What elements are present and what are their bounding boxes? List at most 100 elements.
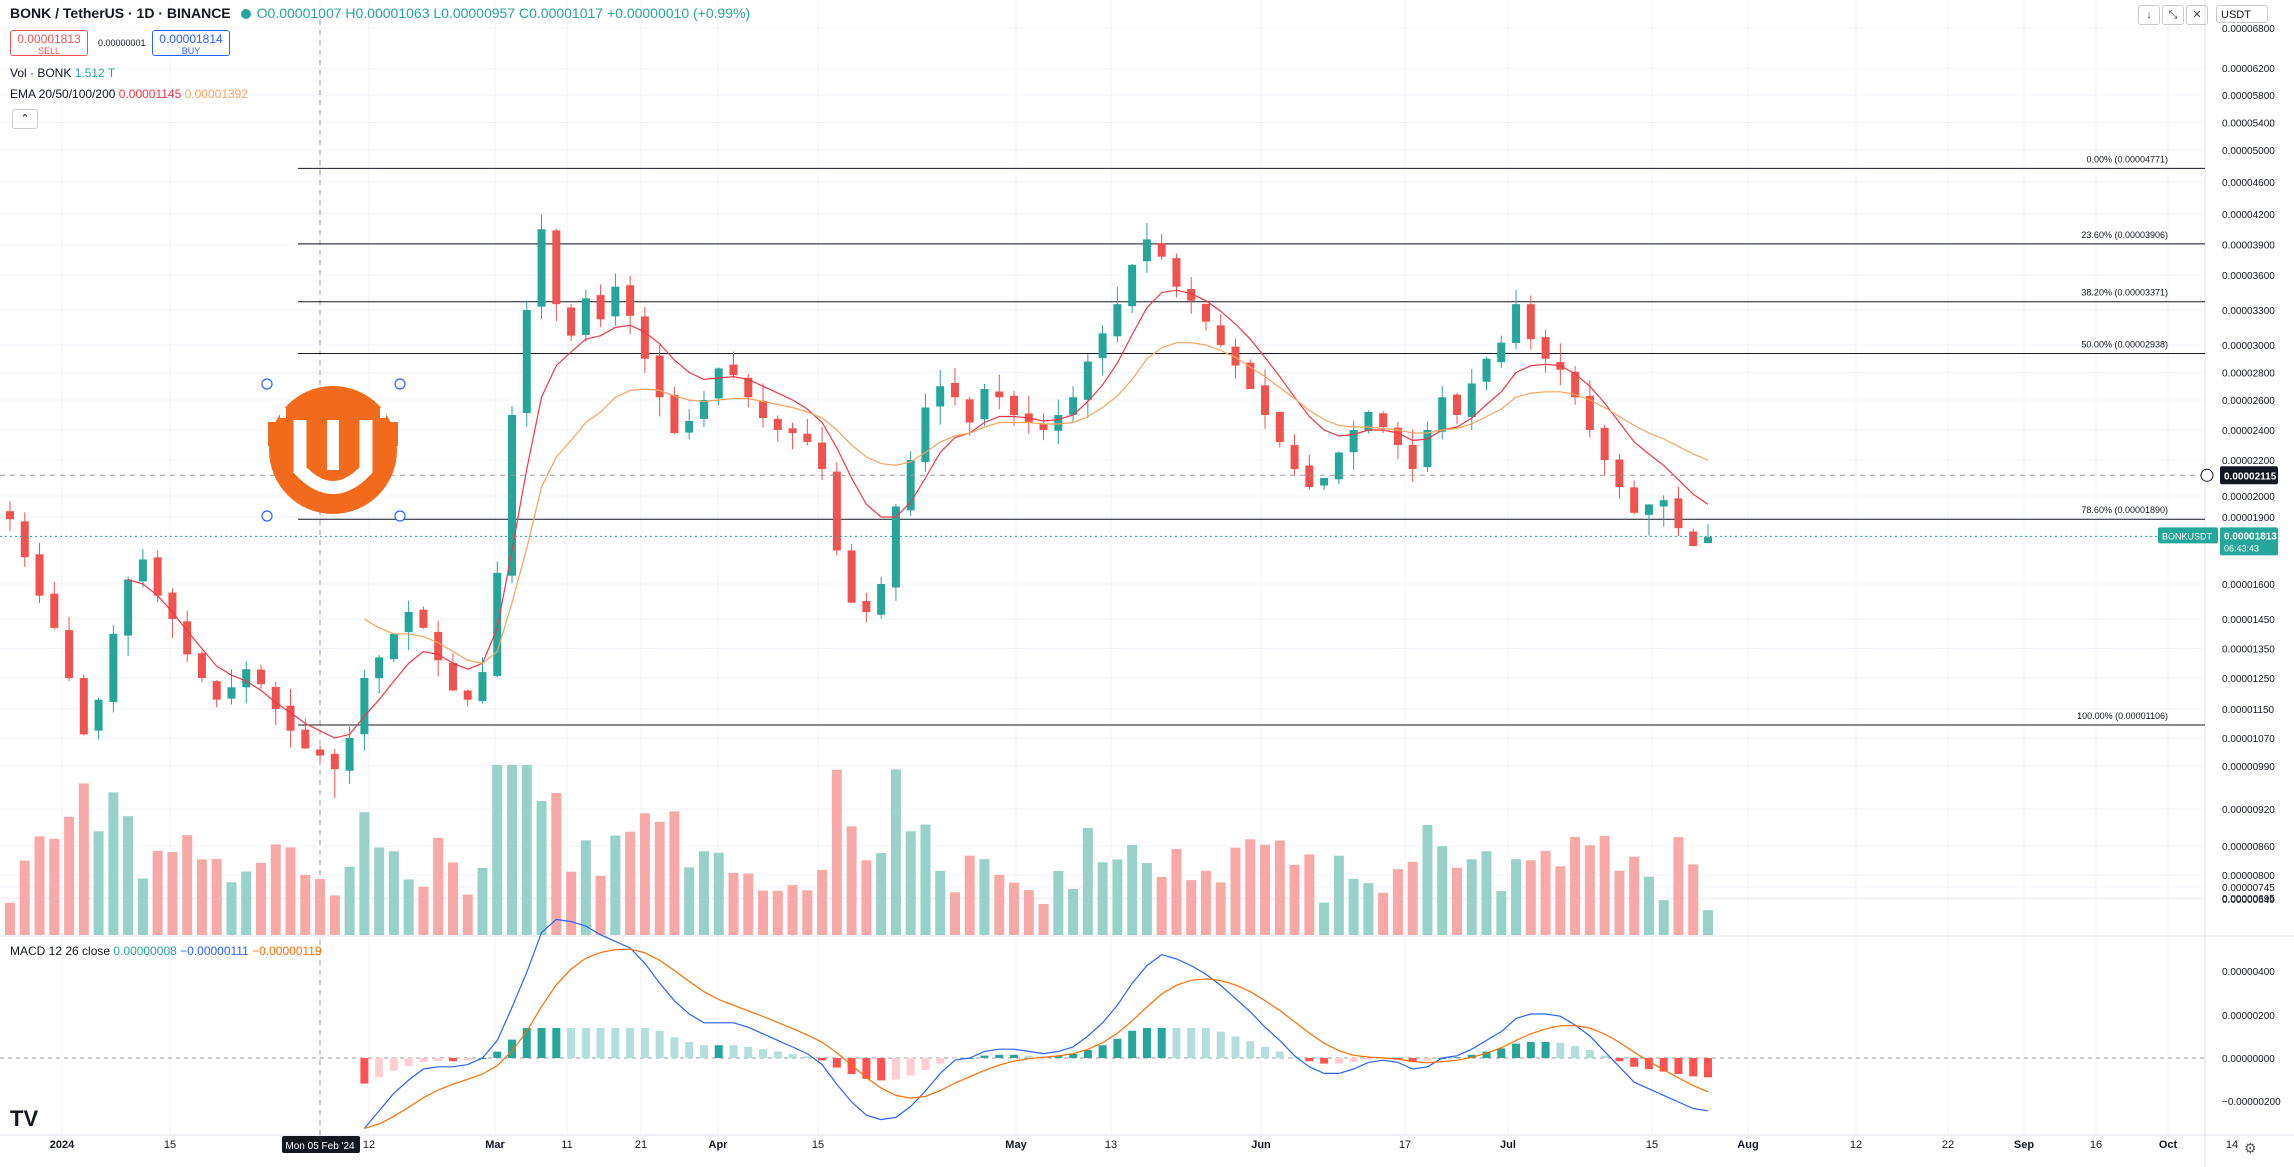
crosshair-price-box	[2220, 466, 2278, 485]
bonk-logo-image	[261, 378, 406, 522]
macd-hist-bar	[1261, 1046, 1270, 1058]
candle-body	[1644, 504, 1653, 515]
candle-body	[1423, 430, 1432, 468]
volume-bar	[1053, 871, 1064, 935]
price-tick-label: 0.00000695	[2222, 894, 2275, 905]
buy-label: BUY	[181, 46, 201, 56]
sell-button[interactable]: 0.00001813 SELL	[10, 30, 88, 56]
candle-body	[847, 550, 856, 603]
crosshair-price-label: 0.00002115	[2224, 471, 2277, 482]
macd-hist-bar	[1452, 1057, 1461, 1058]
time-tick-label: 15	[164, 1139, 176, 1151]
candle-body	[832, 471, 841, 551]
volume-bar	[1141, 863, 1152, 935]
candle-body	[1231, 346, 1240, 366]
time-tick-label: 17	[1399, 1139, 1411, 1151]
volume-bar	[1038, 903, 1049, 935]
ema-value-1: 0.00001145	[118, 87, 182, 101]
volume-bar	[625, 831, 636, 935]
macd-hist-bar	[419, 1058, 428, 1062]
macd-hist-bar	[655, 1030, 664, 1058]
candle-body	[1512, 304, 1521, 344]
ema-legend[interactable]: EMA 20/50/100/200 0.00001145 0.00001392	[10, 87, 248, 101]
close-icon[interactable]: ✕	[2186, 5, 2208, 25]
candle-body	[759, 400, 768, 418]
candle-body	[138, 559, 147, 582]
macd-hist-bar	[1098, 1045, 1107, 1058]
volume-legend[interactable]: Vol · BONK 1.512 T	[10, 66, 115, 80]
macd-hist-bar	[611, 1028, 620, 1058]
selection-handle	[261, 378, 273, 390]
macd-hist-bar	[1201, 1028, 1210, 1058]
download-icon[interactable]: ↓	[2138, 5, 2160, 25]
candle-body	[345, 738, 354, 771]
price-tick-label: 0.00003300	[2222, 306, 2275, 317]
time-tick-label: 12	[1850, 1139, 1862, 1151]
candle-body	[271, 687, 280, 709]
volume-bar	[300, 874, 311, 935]
volume-bar	[713, 852, 724, 935]
selection-handle	[394, 510, 406, 522]
candle-body	[1467, 383, 1476, 418]
time-tick-label: Mar	[485, 1139, 505, 1151]
candle-body	[50, 593, 59, 628]
volume-bar	[211, 858, 222, 935]
macd-hist-bar	[1556, 1042, 1565, 1058]
candle-body	[773, 418, 782, 430]
volume-bar	[846, 826, 857, 935]
candle-body	[1142, 239, 1151, 262]
price-tick-label: 0.00001900	[2222, 513, 2275, 524]
currency-select[interactable]: USDT	[2216, 5, 2268, 23]
volume-bar	[1378, 892, 1389, 935]
maximize-icon[interactable]: ⤡	[2162, 5, 2184, 25]
time-tick-label: 14	[2226, 1139, 2238, 1151]
collapse-legend-button[interactable]: ⌃	[12, 109, 38, 129]
macd-hist-bar	[434, 1058, 443, 1062]
volume-bar	[1200, 870, 1211, 935]
volume-bar	[418, 886, 429, 935]
crosshair-time-box	[282, 1136, 360, 1153]
macd-hist-bar	[1157, 1028, 1166, 1058]
macd-hist-bar	[1334, 1058, 1343, 1064]
macd-hist-bar	[921, 1058, 930, 1070]
volume-bar	[447, 862, 458, 935]
macd-hist-bar	[1349, 1058, 1358, 1062]
sell-price: 0.00001813	[17, 32, 81, 46]
candle-body	[478, 672, 487, 702]
symbol-tag	[2158, 527, 2218, 544]
candle-body	[1246, 362, 1255, 389]
macd-hist-bar	[714, 1045, 723, 1058]
time-tick-label: 16	[2090, 1139, 2102, 1151]
candle-body	[1615, 459, 1624, 487]
volume-bar	[507, 765, 518, 935]
price-tick-label: 0.00000649	[2222, 895, 2275, 906]
macd-hist-bar	[1231, 1036, 1240, 1058]
symbol-tag-label: BONKUSDT	[2162, 531, 2213, 541]
volume-bar	[34, 836, 45, 935]
macd-legend[interactable]: MACD 12 26 close 0.00000008 −0.00000111 …	[10, 944, 322, 958]
volume-bar	[256, 862, 267, 935]
price-tick-label: 0.00003900	[2222, 241, 2275, 252]
price-tick-label: 0.00006200	[2222, 64, 2275, 75]
volume-bar	[182, 835, 193, 935]
candle-body	[508, 415, 517, 576]
volume-bar	[196, 859, 207, 935]
macd-hist-bar	[803, 1056, 812, 1058]
candle-body	[493, 572, 502, 676]
candle-body	[35, 554, 44, 596]
price-tick-label: 0.00000800	[2222, 871, 2275, 882]
macd-hist-bar	[1408, 1058, 1417, 1062]
volume-bar	[949, 892, 960, 935]
macd-hist-bar	[626, 1028, 635, 1058]
settings-gear-icon[interactable]: ⚙	[2244, 1140, 2257, 1156]
time-tick-label: Jul	[1500, 1139, 1516, 1151]
candle-body	[257, 669, 266, 685]
candle-body	[316, 749, 325, 756]
candle-body	[596, 295, 605, 320]
candle-body	[1275, 411, 1284, 442]
macd-hist-bar	[1571, 1046, 1580, 1058]
price-tick-label: 0.00005000	[2222, 146, 2275, 157]
symbol-title[interactable]: BONK / TetherUS · 1D · BINANCE	[10, 5, 231, 21]
buy-button[interactable]: 0.00001814 BUY	[152, 30, 230, 56]
